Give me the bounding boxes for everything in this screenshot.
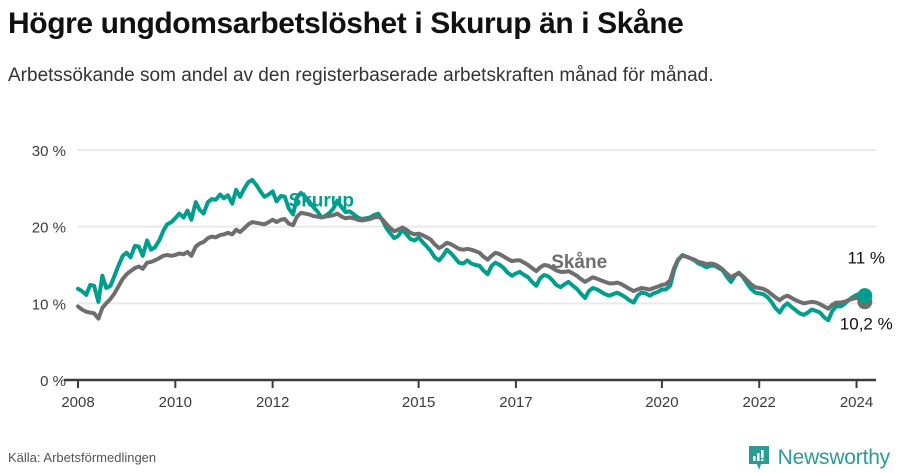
chart-annotations-group: Skurup Skåne 11 % 10,2 %: [289, 191, 893, 334]
y-tick-label: 30 %: [32, 143, 66, 160]
skane-series-label: Skåne: [551, 252, 607, 273]
endpoint-dot-skurup: [857, 288, 873, 304]
x-axis-line-and-ticks: [64, 378, 876, 388]
x-tick-label: 2024: [840, 394, 873, 411]
y-axis-tick-labels: 0 % 10 % 20 % 30 %: [32, 143, 66, 390]
brand-logo: Newsworthy: [747, 444, 890, 472]
y-tick-label: 10 %: [32, 296, 66, 313]
data-series-group: [76, 177, 867, 323]
y-tick-label: 20 %: [32, 220, 66, 237]
page-title: Högre ungdomsarbetslöshet i Skurup än i …: [8, 7, 684, 40]
chart-subtitle: Arbetssökande som andel av den registerb…: [8, 65, 714, 86]
chart-plot-area: 0 % 10 % 20 % 30 % 2008 2010 2012 2015 2017 2020…: [0, 130, 900, 420]
source-caption: Källa: Arbetsförmedlingen: [8, 450, 157, 465]
x-tick-label: 2017: [499, 394, 532, 411]
x-tick-label: 2022: [743, 394, 776, 411]
series-endpoint-markers: [857, 288, 873, 310]
x-tick-label: 2012: [256, 394, 289, 411]
x-tick-label: 2010: [159, 394, 192, 411]
x-axis-tick-labels: 2008 2010 2012 2015 2017 2020 2022 2024: [61, 394, 873, 411]
bar-chart-pin-icon: [748, 446, 769, 470]
skurup-end-value: 11 %: [848, 248, 886, 267]
line-chart-svg: 0 % 10 % 20 % 30 % 2008 2010 2012 2015 2017 2020…: [32, 143, 893, 411]
skane-end-value: 10,2 %: [840, 314, 893, 333]
gridlines-group: [78, 149, 876, 305]
y-tick-label: 0 %: [40, 373, 66, 390]
brand-name: Newsworthy: [777, 446, 891, 469]
x-tick-label: 2020: [645, 394, 678, 411]
x-tick-label: 2008: [61, 394, 94, 411]
skurup-series-label: Skurup: [289, 191, 354, 212]
series-line-skåne: [76, 210, 867, 321]
x-tick-label: 2015: [402, 394, 435, 411]
